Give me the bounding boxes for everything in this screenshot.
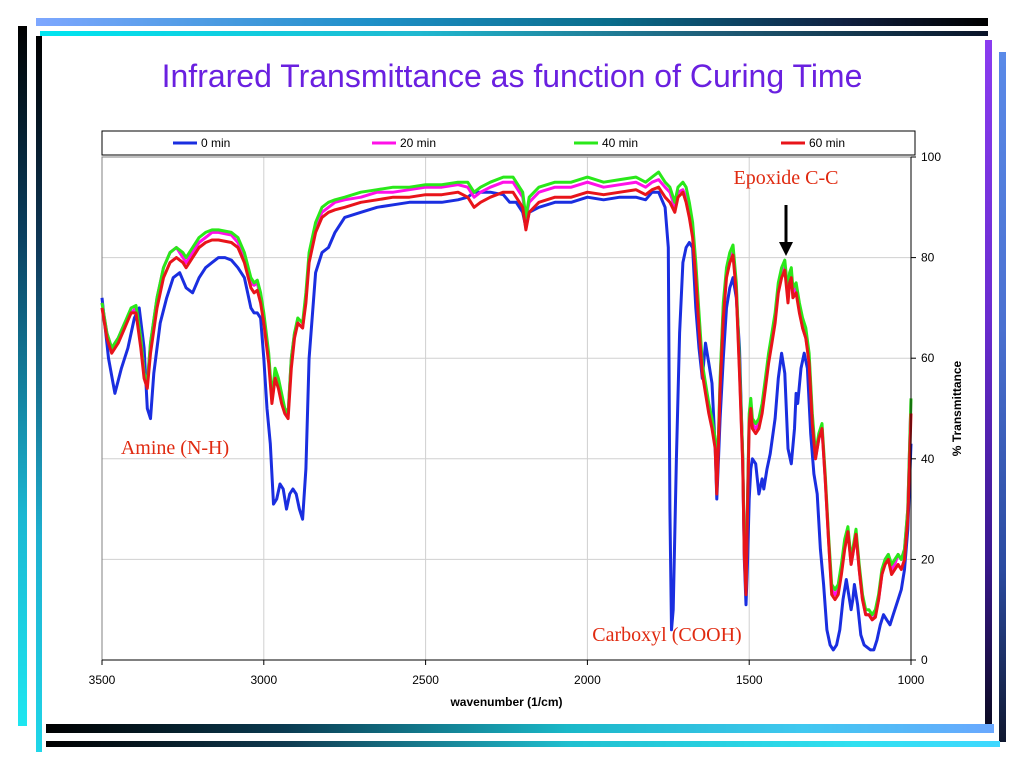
x-axis-label: wavenumber (1/cm)	[449, 695, 562, 709]
legend-label: 0 min	[201, 136, 230, 150]
right-decor-bar	[985, 40, 992, 730]
x-tick-label: 1500	[736, 673, 763, 687]
bottom-decor-bar	[46, 724, 994, 733]
top-decor-bar	[36, 18, 988, 26]
series-layer	[100, 170, 913, 652]
annotation-amine: Amine (N-H)	[121, 437, 229, 459]
annotations: Epoxide C-C Amine (N-H) Carboxyl (COOH)	[121, 167, 839, 646]
y-tick-label: 40	[921, 452, 935, 466]
annotation-carboxyl: Carboxyl (COOH)	[592, 624, 741, 646]
x-tick-label: 3000	[250, 673, 277, 687]
y-tick-label: 60	[921, 351, 935, 365]
y-tick-label: 0	[921, 653, 928, 667]
annotation-epoxide: Epoxide C-C	[734, 167, 839, 189]
legend	[101, 130, 916, 156]
axes: 3500 3000 2500 2000 1500 1000 0 20 40 60 80 100 wave…	[89, 150, 964, 709]
x-tick-label: 2500	[412, 673, 439, 687]
slide-title: Infrared Transmittance as function of Cu…	[161, 58, 863, 94]
left-decor-bar-thin	[36, 36, 42, 752]
left-decor-bar	[18, 26, 27, 726]
series-line-40-min	[100, 170, 913, 617]
annotation-arrow-head	[779, 242, 793, 256]
y-axis-label: % Transmittance	[950, 360, 964, 456]
bottom-decor-bar-thin	[46, 741, 1000, 747]
series-line-0-min	[100, 190, 913, 652]
legend-label: 20 min	[400, 136, 436, 150]
series-line-60-min	[100, 185, 913, 622]
legend-label: 40 min	[602, 136, 638, 150]
x-tick-label: 2000	[574, 673, 601, 687]
legend-label: 60 min	[809, 136, 845, 150]
y-tick-label: 80	[921, 251, 935, 265]
top-decor-bar-thin	[40, 31, 988, 36]
legend-items: 0 min 20 min 40 min 60 min	[173, 136, 845, 150]
x-tick-label: 3500	[89, 673, 116, 687]
y-tick-label: 20	[921, 552, 935, 566]
x-tick-label: 1000	[898, 673, 925, 687]
right-decor-bar-thin	[999, 52, 1006, 742]
y-tick-label: 100	[921, 150, 941, 164]
